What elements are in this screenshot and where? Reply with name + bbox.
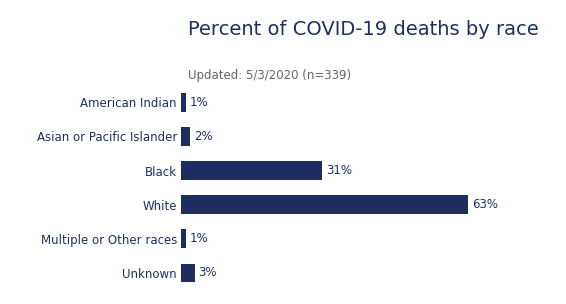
Text: 2%: 2% (194, 130, 212, 143)
Bar (181, 230, 186, 248)
Text: 1%: 1% (189, 232, 208, 245)
Text: 3%: 3% (199, 267, 217, 279)
Text: 63%: 63% (472, 198, 498, 211)
Text: Percent of COVID-19 deaths by race: Percent of COVID-19 deaths by race (188, 20, 538, 39)
Bar (181, 195, 469, 214)
Bar (181, 264, 195, 282)
Bar (181, 93, 186, 112)
Text: 31%: 31% (326, 164, 352, 177)
Text: Updated: 5/3/2020 (n=339): Updated: 5/3/2020 (n=339) (188, 69, 351, 82)
Bar (181, 161, 323, 180)
Text: 1%: 1% (189, 96, 208, 109)
Bar (181, 127, 190, 146)
